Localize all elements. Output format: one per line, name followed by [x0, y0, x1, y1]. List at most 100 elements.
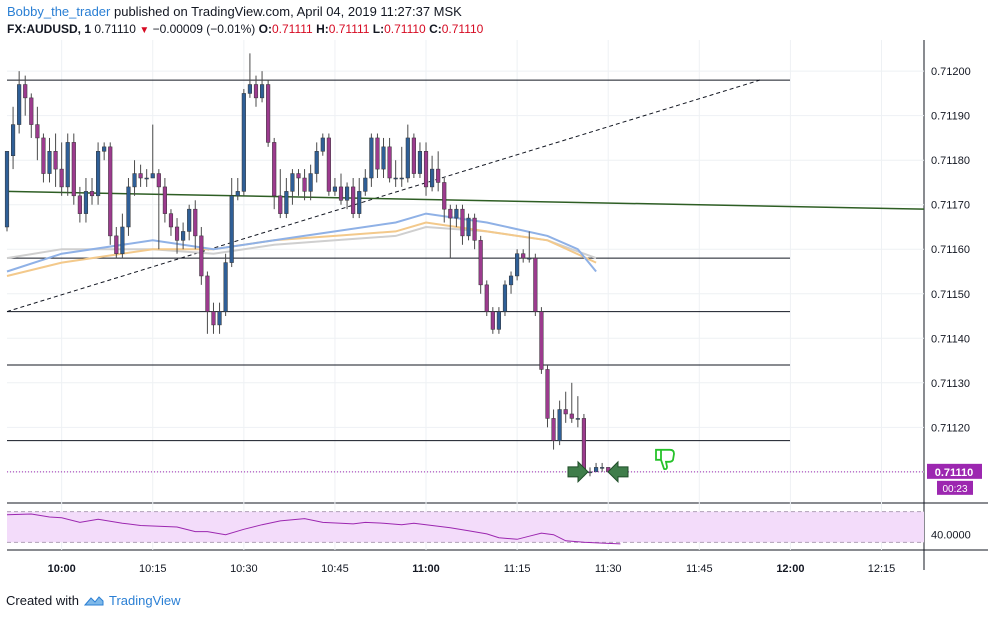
candle-body	[120, 226, 125, 254]
candle	[436, 151, 441, 192]
candle-body	[266, 84, 271, 143]
candle	[575, 396, 580, 428]
candle-body	[53, 151, 58, 170]
candle	[253, 75, 259, 107]
candle-body	[138, 173, 143, 179]
candle	[199, 226, 204, 285]
candle-body	[521, 253, 526, 259]
x-tick-label: 11:15	[504, 563, 531, 575]
x-tick-label: 10:15	[139, 563, 167, 575]
candle-body	[381, 146, 386, 170]
candle-body	[533, 257, 538, 312]
candle-body	[442, 182, 447, 210]
candle	[387, 137, 392, 183]
chart-area[interactable]: 0.71200 0.71190 0.71180 0.71170 0.71160 0.711…	[0, 40, 988, 585]
author-link[interactable]: Bobby_the_trader	[7, 4, 111, 19]
tradingview-brand-link[interactable]: TradingView	[108, 593, 181, 608]
candle	[174, 218, 180, 254]
candle	[241, 88, 246, 196]
candle-body	[65, 142, 70, 188]
candle-body	[539, 311, 544, 370]
candle-body	[496, 311, 501, 330]
candle-body	[320, 137, 325, 152]
candle-body	[205, 275, 210, 312]
candle-body	[460, 208, 465, 237]
rsi-tick-label: 40.0000	[931, 530, 971, 542]
candle-body	[369, 137, 374, 179]
candle-body	[217, 311, 222, 326]
x-tick-label: 11:00	[412, 563, 440, 575]
candle	[296, 169, 301, 196]
candle-body	[11, 124, 16, 157]
candle	[527, 231, 532, 263]
candle	[229, 178, 234, 268]
candle-body	[174, 226, 180, 241]
candle	[551, 409, 556, 450]
candle-body	[223, 262, 228, 312]
y-tick-label: 0.71140	[931, 333, 970, 345]
candle-body	[229, 195, 234, 263]
candle-body	[29, 97, 34, 125]
candle-body	[168, 213, 174, 228]
candle	[332, 178, 338, 196]
candle	[600, 462, 605, 472]
candle	[502, 280, 508, 317]
candle-body	[144, 177, 149, 180]
candle-body	[405, 137, 410, 179]
candle	[484, 280, 489, 317]
candle	[259, 71, 265, 103]
candle	[96, 142, 101, 205]
candle	[460, 204, 465, 245]
candle	[126, 178, 131, 236]
candle-body	[387, 146, 392, 179]
candle	[320, 133, 325, 156]
candle	[29, 93, 34, 138]
candle	[65, 133, 70, 196]
candle	[557, 400, 562, 446]
candle	[83, 178, 89, 223]
x-tick-label: 10:30	[230, 563, 258, 575]
candle	[423, 142, 429, 196]
candle-body	[375, 137, 380, 170]
countdown-badge	[937, 480, 973, 495]
candle	[193, 200, 198, 250]
close-label: C:	[429, 22, 442, 36]
y-tick-label: 0.71200	[931, 66, 971, 78]
candle-body	[600, 467, 605, 469]
symbol-label: FX:AUDUSD, 1	[7, 22, 92, 36]
close-value: 0.71110	[441, 22, 484, 36]
arrow-left-icon	[607, 460, 629, 484]
candle-body	[96, 151, 101, 197]
candle-body	[156, 173, 161, 188]
candle-body	[345, 186, 350, 201]
y-tick-label: 0.71150	[931, 289, 970, 301]
thumbs-down-shape	[655, 448, 675, 470]
candle	[569, 382, 574, 423]
green-trendline	[6, 190, 925, 210]
candle	[539, 307, 544, 374]
rsi-band	[7, 511, 924, 543]
candle	[181, 222, 186, 250]
footer: Created with TradingView	[6, 593, 181, 608]
candle-body	[278, 195, 283, 214]
candle	[351, 178, 356, 219]
x-tick-label: 10:45	[321, 563, 349, 575]
candle-body	[466, 217, 471, 237]
candle	[357, 178, 362, 219]
y-tick-label: 0.71120	[931, 422, 970, 434]
price-badge	[927, 463, 982, 479]
candle-body	[284, 191, 289, 214]
candle	[284, 178, 289, 219]
candle-body	[563, 409, 568, 415]
candle	[11, 106, 16, 170]
candle-body	[411, 137, 416, 174]
candle-body	[363, 177, 368, 192]
candle-body	[557, 409, 562, 441]
candle-body	[59, 168, 64, 188]
candle-body	[569, 413, 574, 419]
ma-blue-line	[6, 212, 597, 273]
down-triangle-icon: ▼	[139, 25, 150, 36]
candle	[132, 160, 137, 196]
candle	[23, 75, 28, 116]
candle-body	[472, 217, 477, 241]
